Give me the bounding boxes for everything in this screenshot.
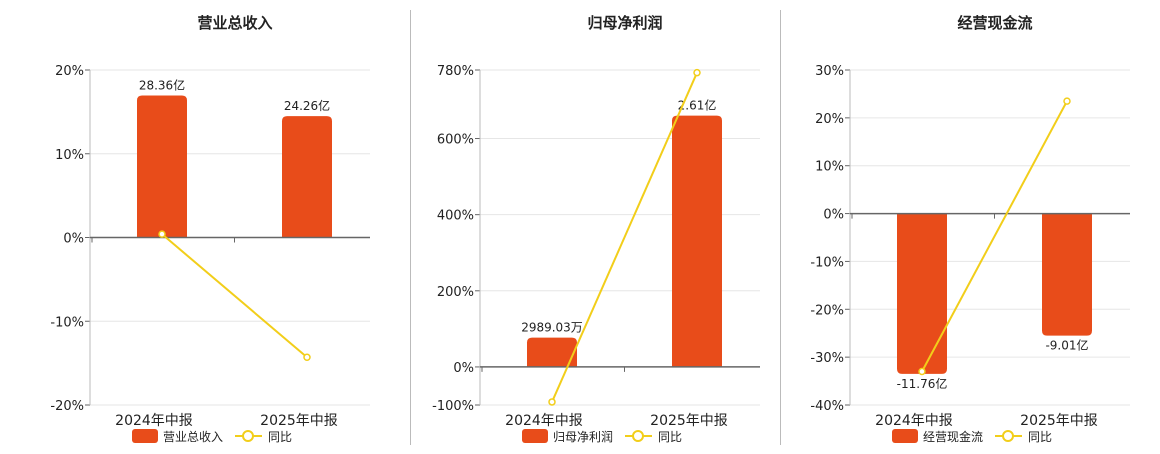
y-tick-label: -40%: [810, 399, 844, 414]
y-tick-label: 20%: [55, 64, 84, 79]
y-tick-label: 0%: [63, 232, 84, 247]
yoy-point-2025: [303, 353, 311, 362]
legend-bar-label: 经营现金流: [923, 429, 983, 444]
chart-title: 经营现金流: [957, 14, 1032, 32]
y-tick-label: 600%: [437, 133, 474, 148]
legend-bar-swatch: [892, 429, 918, 443]
legend: 经营现金流 同比: [892, 429, 1052, 444]
y-tick-label: 0%: [453, 361, 474, 376]
y-tick-label: -10%: [810, 255, 844, 270]
x-category-label: 2025年中报: [1020, 413, 1098, 429]
yoy-line: [921, 100, 1068, 372]
revenue-chart-panel: 营业总收入 20% 10% 0% -10% -20% 28.36亿 24.26亿 2024年中报…: [0, 0, 381, 450]
bar-2025: [1042, 213, 1092, 336]
x-category-label: 2025年中报: [650, 413, 728, 429]
bar-2024: [527, 337, 577, 367]
y-tick-label: 30%: [815, 64, 844, 79]
chart-svg: 营业总收入 20% 10% 0% -10% -20% 28.36亿 24.26亿 2024年中报…: [50, 14, 381, 444]
legend: 归母净利润 同比: [522, 429, 682, 444]
y-tick-label: 20%: [815, 112, 844, 127]
legend-bar-label: 归母净利润: [553, 430, 613, 444]
x-category-label: 2024年中报: [875, 413, 953, 429]
chart-svg: 经营现金流 30% 20% 10% 0% -10% -20% -30% -40% -11.76亿 -…: [810, 14, 1141, 444]
legend-bar-label: 营业总收入: [163, 430, 223, 444]
yoy-point-2025: [1063, 97, 1071, 105]
yoy-point-2024: [918, 367, 926, 376]
yoy-line: [161, 233, 308, 359]
net-profit-chart-panel: 归母净利润 780% 600% 400% 200% 0% -100% 2989.03万 2.61…: [390, 0, 771, 450]
panel-divider: [410, 10, 411, 445]
bar-2025: [672, 115, 722, 367]
chart-title: 归母净利润: [587, 14, 662, 32]
y-tick-label: -10%: [50, 315, 84, 330]
y-tick-label: -30%: [810, 351, 844, 366]
bar-2025: [282, 116, 332, 238]
y-tick-label: -20%: [810, 303, 844, 318]
bar-2024: [137, 95, 187, 238]
yoy-line: [551, 72, 698, 403]
bar-data-label: 24.26亿: [284, 98, 330, 113]
y-tick-label: 10%: [55, 148, 84, 163]
legend: 营业总收入 同比: [132, 429, 292, 444]
x-category-label: 2024年中报: [115, 413, 193, 429]
yoy-point-2024: [158, 230, 166, 238]
bar-data-label: -9.01亿: [1045, 338, 1088, 353]
cash-flow-chart-panel: 经营现金流 30% 20% 10% 0% -10% -20% -30% -40% -11.76亿 -…: [760, 0, 1141, 450]
panel-divider: [780, 10, 781, 445]
y-tick-label: 200%: [437, 285, 474, 300]
y-tick-label: -100%: [432, 399, 474, 414]
legend-bar-swatch: [132, 429, 158, 443]
legend-line-label: 同比: [268, 430, 292, 444]
legend-line-marker: [242, 430, 254, 442]
x-category-label: 2024年中报: [505, 413, 583, 429]
legend-line-marker: [632, 430, 644, 442]
bar-data-label: 2989.03万: [521, 321, 583, 335]
bar-data-label: 28.36亿: [139, 78, 185, 93]
yoy-point-2024: [548, 398, 556, 406]
y-tick-label: 10%: [815, 160, 844, 175]
y-tick-label: 400%: [437, 209, 474, 224]
y-tick-label: 780%: [437, 64, 474, 79]
y-tick-label: 0%: [823, 208, 844, 223]
bar-2024: [897, 213, 947, 374]
chart-svg: 归母净利润 780% 600% 400% 200% 0% -100% 2989.03万 2.61…: [432, 14, 771, 444]
legend-line-label: 同比: [1028, 430, 1052, 444]
bar-data-label: 2.61亿: [678, 98, 717, 113]
chart-title: 营业总收入: [197, 14, 272, 32]
legend-line-label: 同比: [658, 430, 682, 444]
x-category-label: 2025年中报: [260, 413, 338, 429]
legend-bar-swatch: [522, 429, 548, 443]
legend-line-marker: [1002, 430, 1014, 442]
y-tick-label: -20%: [50, 399, 84, 414]
yoy-point-2025: [693, 68, 701, 77]
bar-data-label: -11.76亿: [897, 376, 948, 391]
